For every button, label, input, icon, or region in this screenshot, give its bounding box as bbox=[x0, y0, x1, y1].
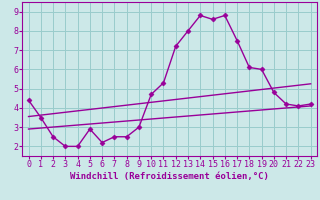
X-axis label: Windchill (Refroidissement éolien,°C): Windchill (Refroidissement éolien,°C) bbox=[70, 172, 269, 181]
